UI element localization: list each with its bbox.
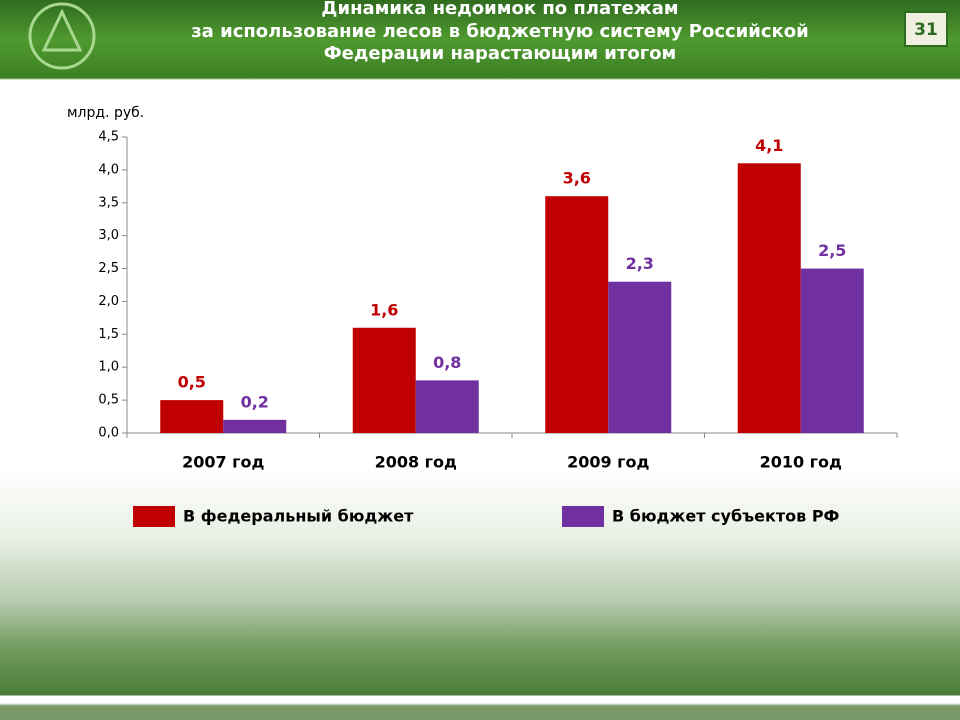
slide-number-box [904, 11, 948, 47]
value-label: 0,5 [178, 373, 206, 392]
title-line: Федерации нарастающим итогом [324, 43, 676, 64]
x-tick-label: 2009 год [567, 453, 649, 472]
value-label: 4,1 [755, 136, 783, 155]
title-line: Динамика недоимок по платежам [321, 0, 678, 19]
value-label: 1,6 [370, 300, 398, 319]
y-axis-label: млрд. руб. [67, 105, 144, 121]
y-tick-label: 0,5 [98, 393, 119, 408]
bar [160, 400, 224, 433]
legend-label: В федеральный бюджет [183, 507, 414, 526]
legend-swatch [133, 506, 175, 527]
y-tick-label: 4,5 [98, 130, 119, 145]
slide-number: 31 [914, 20, 938, 40]
value-label: 3,6 [563, 169, 591, 188]
bar [800, 268, 864, 433]
y-tick-label: 0,0 [98, 426, 119, 441]
y-tick-label: 2,5 [98, 261, 119, 276]
value-label: 0,8 [433, 353, 461, 372]
logo-tree [41, 8, 83, 52]
x-tick-label: 2007 год [182, 453, 264, 472]
bar [352, 327, 416, 433]
y-tick-label: 1,5 [98, 327, 119, 342]
value-label: 0,2 [241, 392, 269, 411]
bar [545, 196, 609, 433]
y-tick-label: 2,0 [98, 294, 119, 309]
y-tick-label: 3,0 [98, 228, 119, 243]
bar [737, 163, 801, 434]
y-tick-label: 4,0 [98, 162, 119, 177]
title-line: за использование лесов в бюджетную систе… [191, 21, 809, 42]
y-tick-label: 3,5 [98, 195, 119, 210]
legend-label: В бюджет субъектов РФ [612, 507, 840, 526]
x-tick-label: 2008 год [375, 453, 457, 472]
value-label: 2,3 [626, 254, 654, 273]
bar [608, 281, 672, 433]
value-label: 2,5 [818, 241, 846, 260]
bar [223, 419, 287, 433]
bar [415, 380, 479, 433]
legend-swatch [562, 506, 604, 527]
x-tick-label: 2010 год [760, 453, 842, 472]
y-tick-label: 1,0 [98, 360, 119, 375]
logo [28, 2, 96, 70]
